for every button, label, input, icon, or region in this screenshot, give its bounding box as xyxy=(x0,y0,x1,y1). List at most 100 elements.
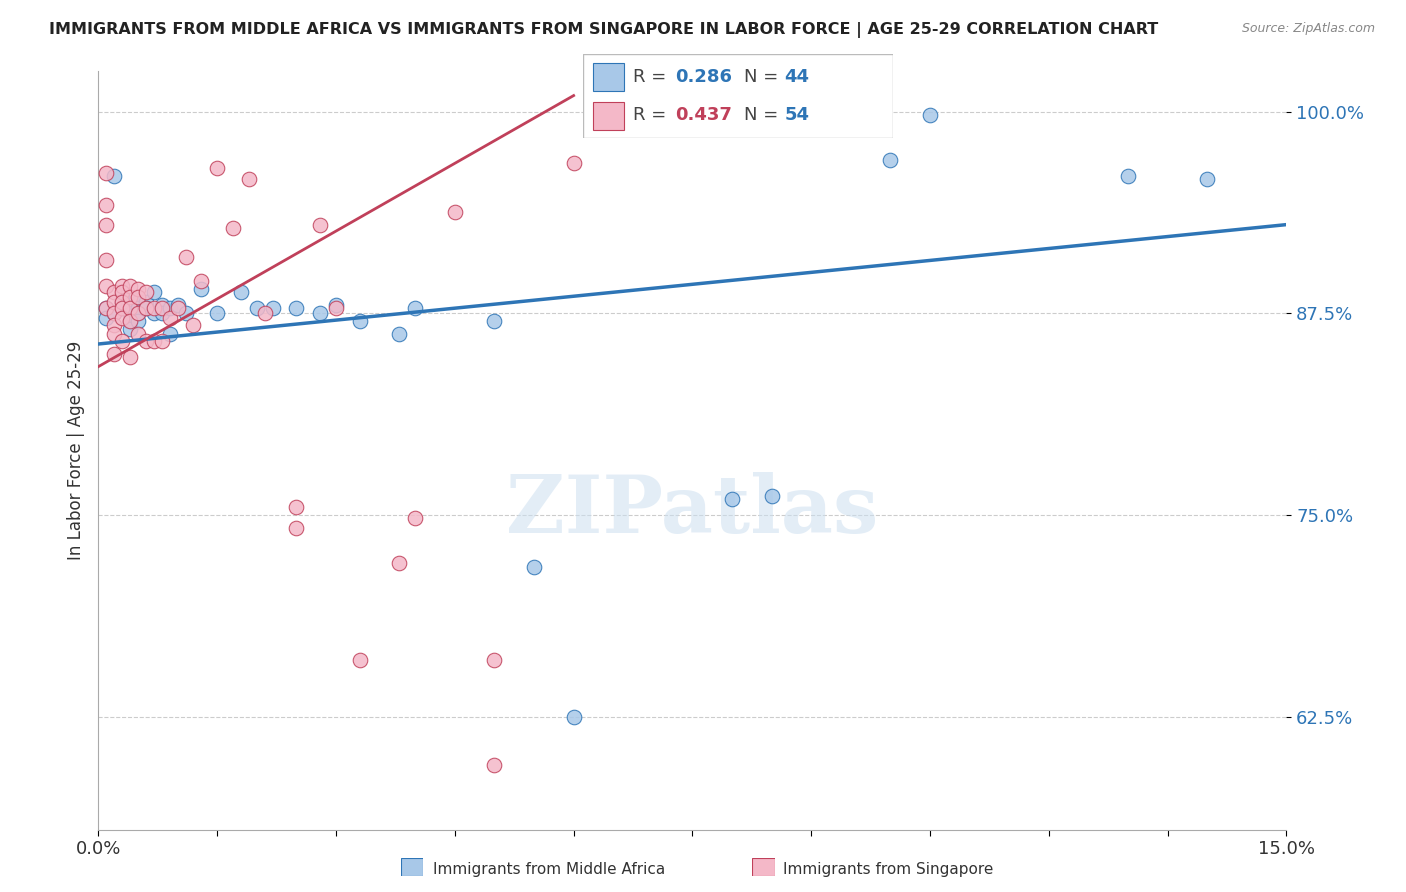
Point xyxy=(127,282,149,296)
Point xyxy=(222,220,245,235)
FancyBboxPatch shape xyxy=(583,54,893,138)
Text: R =: R = xyxy=(633,106,672,124)
Point xyxy=(150,301,173,316)
Point xyxy=(103,285,125,300)
Point xyxy=(111,279,134,293)
Point xyxy=(120,314,142,328)
Point xyxy=(404,301,426,316)
Point xyxy=(1197,172,1219,186)
Text: 0.437: 0.437 xyxy=(675,106,731,124)
Point xyxy=(96,218,118,232)
Point xyxy=(484,758,506,772)
Point xyxy=(246,301,269,316)
Point xyxy=(444,204,467,219)
Point xyxy=(150,298,173,312)
Point xyxy=(285,521,308,535)
Point xyxy=(523,559,546,574)
Point xyxy=(309,306,332,320)
Point xyxy=(111,301,134,316)
Point xyxy=(111,301,134,316)
Point xyxy=(388,557,411,571)
Point xyxy=(562,709,585,723)
Point xyxy=(285,301,308,316)
Point xyxy=(190,274,212,288)
Point xyxy=(103,327,125,342)
Point xyxy=(721,491,744,506)
Point xyxy=(120,306,142,320)
Text: 54: 54 xyxy=(785,106,810,124)
Text: Immigrants from Middle Africa: Immigrants from Middle Africa xyxy=(433,863,665,877)
Point xyxy=(262,301,284,316)
Point xyxy=(120,279,142,293)
Point xyxy=(142,306,165,320)
Point xyxy=(135,301,157,316)
Point xyxy=(127,306,149,320)
Point xyxy=(285,500,308,514)
Point xyxy=(205,161,228,176)
Y-axis label: In Labor Force | Age 25-29: In Labor Force | Age 25-29 xyxy=(66,341,84,560)
Point xyxy=(325,301,347,316)
Point xyxy=(309,218,332,232)
Point xyxy=(111,295,134,310)
Point xyxy=(96,198,118,212)
Point xyxy=(229,285,252,300)
Text: Source: ZipAtlas.com: Source: ZipAtlas.com xyxy=(1241,22,1375,36)
Point xyxy=(159,311,181,326)
Point xyxy=(388,327,411,342)
Text: IMMIGRANTS FROM MIDDLE AFRICA VS IMMIGRANTS FROM SINGAPORE IN LABOR FORCE | AGE : IMMIGRANTS FROM MIDDLE AFRICA VS IMMIGRA… xyxy=(49,22,1159,38)
Point xyxy=(127,306,149,320)
Point xyxy=(103,295,125,310)
Text: 0.286: 0.286 xyxy=(675,68,731,86)
Point xyxy=(120,301,142,316)
Point xyxy=(879,153,901,167)
FancyBboxPatch shape xyxy=(593,102,624,130)
Text: N =: N = xyxy=(744,106,785,124)
Point xyxy=(103,318,125,332)
Point xyxy=(96,311,118,326)
Point xyxy=(111,311,134,326)
Point xyxy=(111,285,134,300)
Point xyxy=(96,301,118,316)
Point xyxy=(761,489,783,503)
Text: ZIPatlas: ZIPatlas xyxy=(506,472,879,550)
Point xyxy=(183,318,205,332)
Point xyxy=(120,322,142,336)
Point xyxy=(120,314,142,328)
Point xyxy=(325,298,347,312)
Point xyxy=(238,172,260,186)
Point xyxy=(174,250,197,264)
Point xyxy=(150,306,173,320)
Point xyxy=(142,301,165,316)
Point xyxy=(159,327,181,342)
Point xyxy=(96,301,118,316)
Text: Immigrants from Singapore: Immigrants from Singapore xyxy=(783,863,994,877)
Point xyxy=(174,306,197,320)
Point xyxy=(96,166,118,180)
Point xyxy=(190,282,212,296)
Point xyxy=(484,653,506,667)
Point xyxy=(127,314,149,328)
Point xyxy=(135,295,157,310)
FancyBboxPatch shape xyxy=(752,858,775,876)
Point xyxy=(135,301,157,316)
Point xyxy=(135,334,157,348)
Point xyxy=(127,295,149,310)
Point xyxy=(142,285,165,300)
Point xyxy=(920,108,942,122)
FancyBboxPatch shape xyxy=(401,858,423,876)
Text: 44: 44 xyxy=(785,68,810,86)
Point xyxy=(127,301,149,316)
Point xyxy=(404,511,426,525)
Point xyxy=(103,346,125,360)
Point xyxy=(166,301,188,316)
Point xyxy=(127,327,149,342)
Point xyxy=(205,306,228,320)
Point xyxy=(120,350,142,364)
Point xyxy=(96,279,118,293)
FancyBboxPatch shape xyxy=(593,62,624,91)
Point xyxy=(166,298,188,312)
Point xyxy=(562,156,585,170)
Point xyxy=(1116,169,1139,184)
Point xyxy=(150,334,173,348)
Point xyxy=(159,301,181,316)
